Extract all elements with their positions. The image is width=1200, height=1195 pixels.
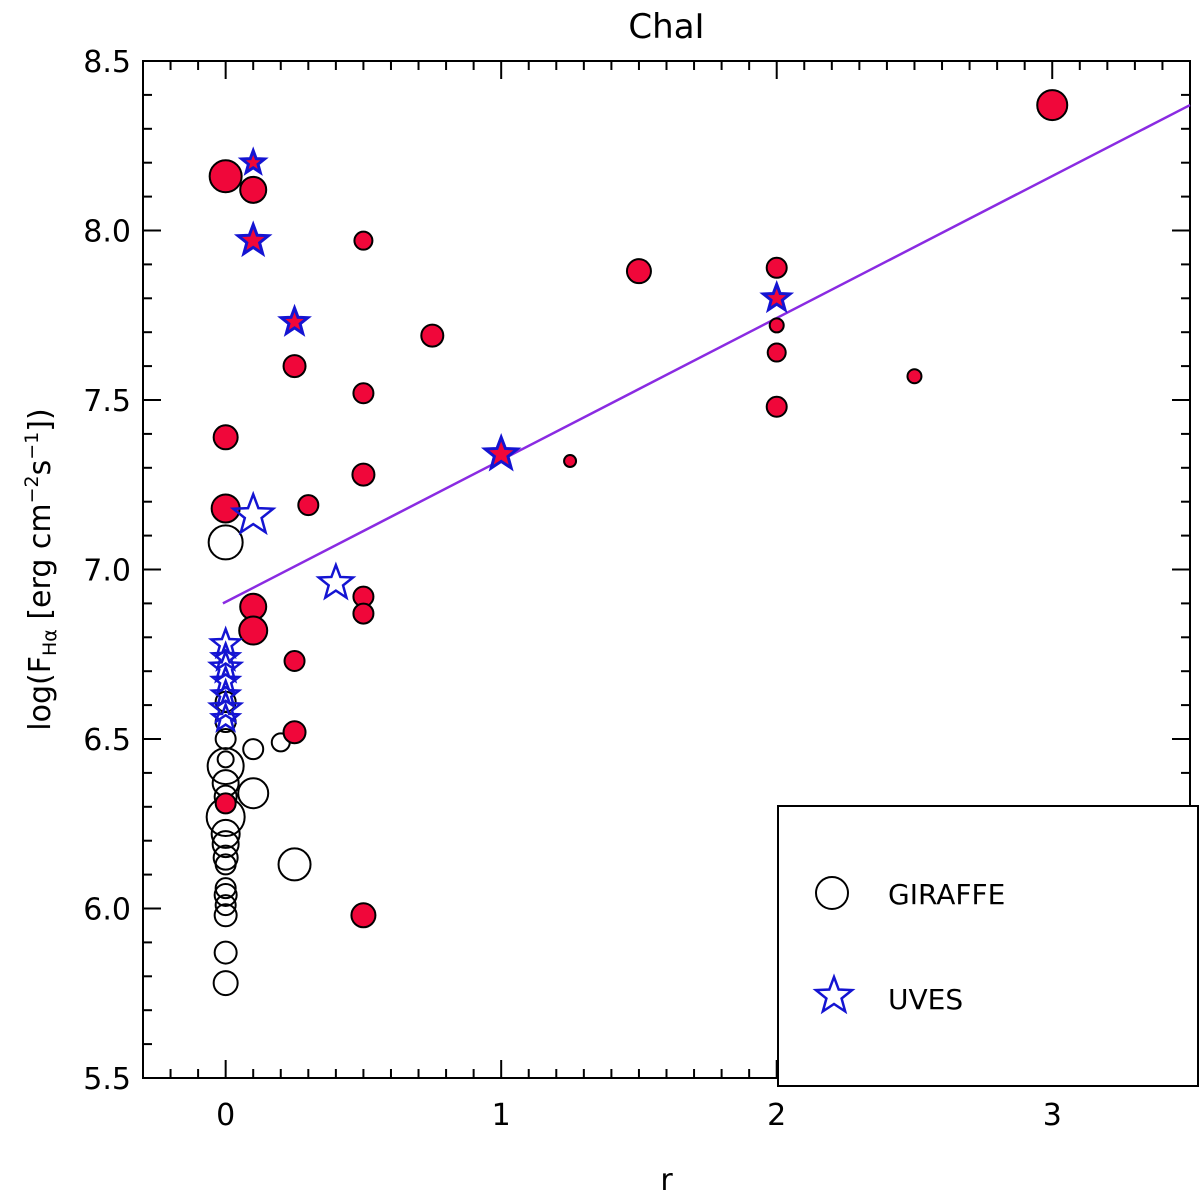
open-circle-point [214,894,237,917]
filled-star-point [759,280,795,314]
y-tick-label: 5.5 [83,1062,131,1097]
filled-star-point [277,303,312,337]
filled-circle-point [212,424,239,451]
open-circle-point [212,970,239,997]
open-star-point [315,561,357,601]
y-tick-label: 6.5 [83,723,131,758]
open-circle-point [210,818,241,849]
legend: GIRAFFE UVES [777,805,1199,1087]
open-star-point [208,663,243,696]
y-tick-label: 7.5 [83,384,131,419]
legend-label: UVES [888,983,963,1016]
x-tick-label: 0 [216,1098,235,1133]
filled-circle-point [297,494,320,517]
y-axis-title: log(FHα [erg cm−2s−1]) [21,408,61,730]
y-axis-title-prefix: log(F [23,656,58,731]
x-tick-label: 1 [492,1098,511,1133]
filled-circle-point [208,159,243,194]
y-tick-label: 8.5 [83,45,131,80]
open-circle-point [213,903,238,928]
open-circle-point [206,747,245,786]
filled-circle-point [352,382,375,405]
y-axis-title-middle: [erg cm [23,503,58,629]
chart-title: ChaI [628,7,704,47]
filled-circle-point [563,454,578,469]
plot-frame [142,60,1191,1079]
filled-circle-point [283,650,306,673]
open-star-point [229,490,277,536]
legend-circle-icon [815,876,849,910]
filled-circle-point [766,342,787,363]
filled-circle-point [351,462,376,487]
open-circle-point [214,877,237,900]
filled-circle-point [768,317,785,334]
fit-line [222,103,1191,605]
open-circle-point [213,940,238,965]
filled-circle-point [282,354,307,379]
open-star-point [208,640,243,672]
y-axis-title-s: s [23,460,58,476]
filled-circle-point [1036,89,1069,122]
filled-circle-point [238,615,269,646]
legend-box [777,805,1199,1087]
open-star-point [207,648,245,684]
legend-label: GIRAFFE [888,878,1005,911]
x-axis-title: r [660,1163,673,1195]
open-circle-point [212,844,239,871]
filled-star-point [480,432,522,472]
open-circle-point [211,830,240,859]
filled-circle-point [282,720,307,745]
y-axis-title-subscript: Hα [39,629,61,656]
x-tick-label: 3 [1043,1098,1062,1133]
y-tick-label: 6.0 [83,893,131,928]
legend-star-icon [812,973,856,1015]
y-tick-label: 8.0 [83,215,131,250]
filled-circle-point [239,175,268,204]
filled-circle-point [765,395,788,418]
y-tick-label: 7.0 [83,554,131,589]
filled-star-point [233,220,273,258]
legend-entries: GIRAFFE UVES [812,876,1005,1016]
y-axis-title-sup2: −1 [21,432,43,460]
open-circle-point [214,853,237,876]
axis-tick-labels: 0 1 2 3 5.5 6.0 6.5 7.0 7.5 8.0 8.5 [83,45,1062,1133]
filled-star-point [237,146,269,176]
x-tick-label: 2 [767,1098,786,1133]
filled-circle-point [353,230,374,251]
filled-circle-point [625,258,652,285]
open-star-point [208,677,243,710]
filled-circle-point [765,256,788,279]
open-circle-point [207,524,244,561]
open-star-point [208,701,243,733]
filled-circle-point [420,323,445,348]
filled-circle-point [214,792,237,815]
y-axis-title-suffix: ]) [23,408,58,431]
open-circle-point [277,847,312,882]
open-circle-point [237,777,270,810]
filled-circle-point [352,602,375,625]
filled-circle-point [350,902,377,929]
data-points [205,89,1069,997]
open-circle-point [242,738,265,761]
open-circle-point [216,750,235,769]
open-circle-point [213,882,238,907]
y-axis-title-sup1: −2 [21,475,43,503]
open-star-point [207,688,245,725]
filled-circle-point [906,368,923,385]
